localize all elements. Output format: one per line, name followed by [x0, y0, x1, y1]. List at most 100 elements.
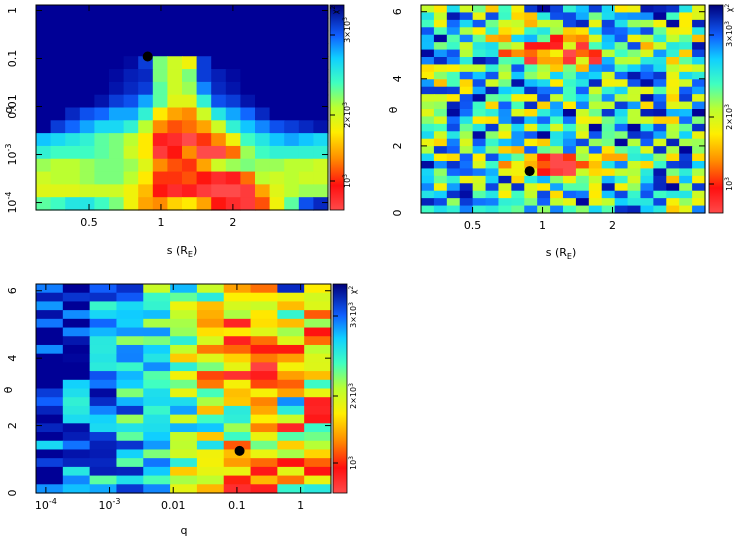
heatmap-cell [255, 184, 271, 198]
heatmap-cell [498, 64, 512, 73]
heatmap-cell [679, 183, 693, 192]
heatmap-cell [167, 81, 183, 96]
heatmap-cell [511, 5, 525, 14]
heatmap-cell [563, 123, 577, 132]
heatmap-cell [65, 69, 81, 83]
heatmap-cell [485, 168, 500, 177]
heatmap-cell [614, 94, 629, 103]
heatmap-cell [575, 116, 590, 125]
x-tick-label: 2 [609, 219, 616, 232]
heatmap-cell [692, 116, 706, 125]
heatmap-cell [304, 327, 332, 337]
heatmap-cell [94, 158, 110, 173]
heatmap-cell [223, 336, 252, 346]
heatmap-cell [524, 71, 538, 80]
heatmap-cell [182, 17, 198, 32]
heatmap-cell [277, 379, 305, 390]
heatmap-cell [269, 43, 285, 57]
heatmap-cell [524, 131, 538, 140]
heatmap-cell [223, 292, 252, 303]
heatmap-cell [627, 109, 642, 118]
heatmap-cell [313, 56, 329, 70]
heatmap-cell [653, 101, 667, 110]
heatmap-cell [537, 131, 551, 140]
heatmap-cell [433, 71, 448, 80]
heatmap-cell [240, 120, 256, 134]
heatmap-cell [524, 101, 538, 110]
heatmap-cell [109, 197, 125, 211]
heatmap-cell [170, 423, 198, 433]
heatmap-cell [446, 146, 461, 155]
heatmap-cell [459, 190, 474, 199]
heatmap-cell [138, 94, 154, 109]
y-tick-label: 4 [391, 75, 404, 82]
heatmap-cell [62, 432, 91, 442]
heatmap-cell [588, 49, 603, 58]
heatmap-cell [62, 318, 91, 329]
heatmap-cell [550, 153, 564, 162]
heatmap-cell [50, 56, 66, 70]
heatmap-cell [36, 475, 64, 485]
heatmap-cell [524, 49, 538, 58]
heatmap-cell [421, 49, 435, 58]
heatmap-cell [167, 133, 183, 147]
heatmap-cell [511, 198, 525, 207]
heatmap-cell [421, 153, 435, 162]
heatmap-cell [196, 397, 225, 407]
heatmap-cell [89, 388, 118, 398]
heatmap-cell [588, 183, 603, 192]
heatmap-cell [36, 171, 52, 185]
heatmap-cell [679, 71, 693, 80]
heatmap-cell [116, 423, 144, 433]
heatmap-cell [138, 184, 154, 198]
heatmap-cell [304, 284, 332, 294]
heatmap-cell [36, 107, 52, 121]
colorbar-ticks: 103 2×103 3×103 χ2 [333, 286, 358, 470]
heatmap-cell [446, 131, 461, 140]
heatmap-cell [666, 64, 680, 73]
heatmap-cell [269, 94, 285, 109]
heatmap-cell [485, 86, 500, 95]
heatmap-cell [250, 458, 278, 468]
heatmap-cell [89, 466, 118, 477]
heatmap-cell [524, 116, 538, 125]
heatmap-cell [653, 168, 667, 177]
x-tick-label: 10-4 [35, 497, 57, 512]
heatmap-cell [250, 344, 278, 355]
heatmap-cell [575, 19, 590, 28]
heatmap-cell [446, 27, 461, 36]
heatmap-cell [36, 120, 52, 134]
heatmap-cell [498, 183, 512, 192]
colorbar-tick-label: 103 [342, 174, 352, 188]
x-tick-label: 2 [229, 216, 236, 229]
heatmap-cell [277, 301, 305, 311]
heatmap-cell [223, 466, 252, 477]
heatmap-cell [250, 336, 278, 346]
heatmap-cell [640, 123, 654, 132]
heatmap-cell [304, 344, 332, 355]
heatmap-cell [152, 17, 168, 32]
heatmap-cell [255, 81, 271, 96]
heatmap-cell [640, 42, 654, 51]
heatmap-cell [524, 5, 538, 14]
heatmap-cell [62, 440, 91, 451]
heatmap-cell [472, 153, 487, 162]
plot-frame [420, 4, 706, 214]
heatmap-cell [255, 133, 271, 147]
heatmap-cell [614, 190, 629, 199]
heatmap-cell [36, 379, 64, 390]
heatmap-cell [459, 146, 474, 155]
heatmap-cell [211, 120, 227, 134]
heatmap-cell [537, 94, 551, 103]
heatmap-cell [170, 388, 198, 398]
heatmap-cell [575, 131, 590, 140]
heatmap-cell [62, 388, 91, 398]
heatmap-cell [679, 19, 693, 28]
heatmap-cell [65, 133, 81, 147]
heatmap-cell [250, 440, 278, 451]
heatmap-cell [666, 138, 680, 147]
heatmap-cell [250, 414, 278, 424]
heatmap-cell [277, 405, 305, 416]
heatmap-cell [666, 79, 680, 88]
heatmap-cell [94, 56, 110, 70]
